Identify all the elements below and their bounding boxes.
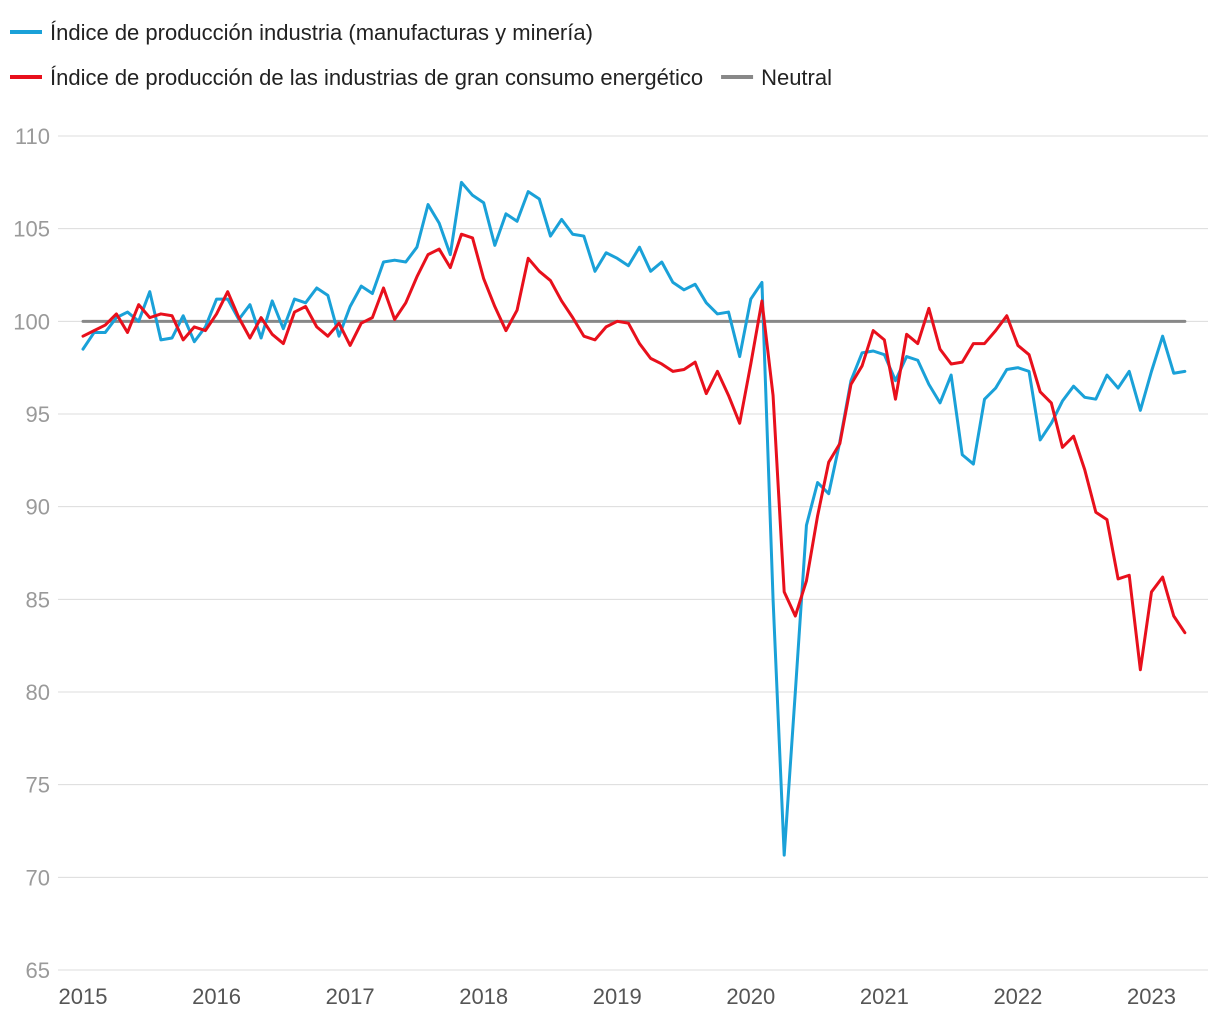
legend: Índice de producción industria (manufact…	[10, 20, 832, 90]
y-tick-label: 75	[26, 773, 50, 798]
y-tick-label: 100	[13, 309, 50, 334]
y-tick-label: 90	[26, 495, 50, 520]
y-tick-label: 70	[26, 865, 50, 890]
y-tick-label: 80	[26, 680, 50, 705]
y-tick-label: 110	[15, 124, 50, 149]
x-tick-label: 2023	[1127, 984, 1176, 1009]
x-tick-label: 2019	[593, 984, 642, 1009]
series-line-industria	[81, 180, 1187, 857]
x-tick-label: 2017	[326, 984, 375, 1009]
series-line-gran-consumo	[81, 232, 1187, 672]
x-tick-label: 2021	[860, 984, 909, 1009]
y-tick-label: 65	[26, 958, 50, 983]
x-tick-label: 2018	[459, 984, 508, 1009]
x-tick-label: 2020	[726, 984, 775, 1009]
x-axis: 2015 2016 2017 2018 2019 2020 2021 2022 2023	[59, 984, 1176, 1009]
legend-label-neutral: Neutral	[761, 65, 832, 90]
x-tick-label: 2022	[993, 984, 1042, 1009]
y-tick-label: 85	[26, 587, 50, 612]
y-axis: 65 70 75 80 85 90 95 100 105 110	[13, 124, 50, 983]
grid	[58, 135, 1208, 971]
y-tick-label: 95	[26, 402, 50, 427]
legend-label-gran-consumo: Índice de producción de las industrias d…	[50, 65, 703, 90]
series-lines	[81, 180, 1187, 857]
x-tick-label: 2016	[192, 984, 241, 1009]
y-tick-label: 105	[13, 217, 50, 242]
x-tick-label: 2015	[59, 984, 108, 1009]
legend-label-industria: Índice de producción industria (manufact…	[50, 20, 593, 45]
